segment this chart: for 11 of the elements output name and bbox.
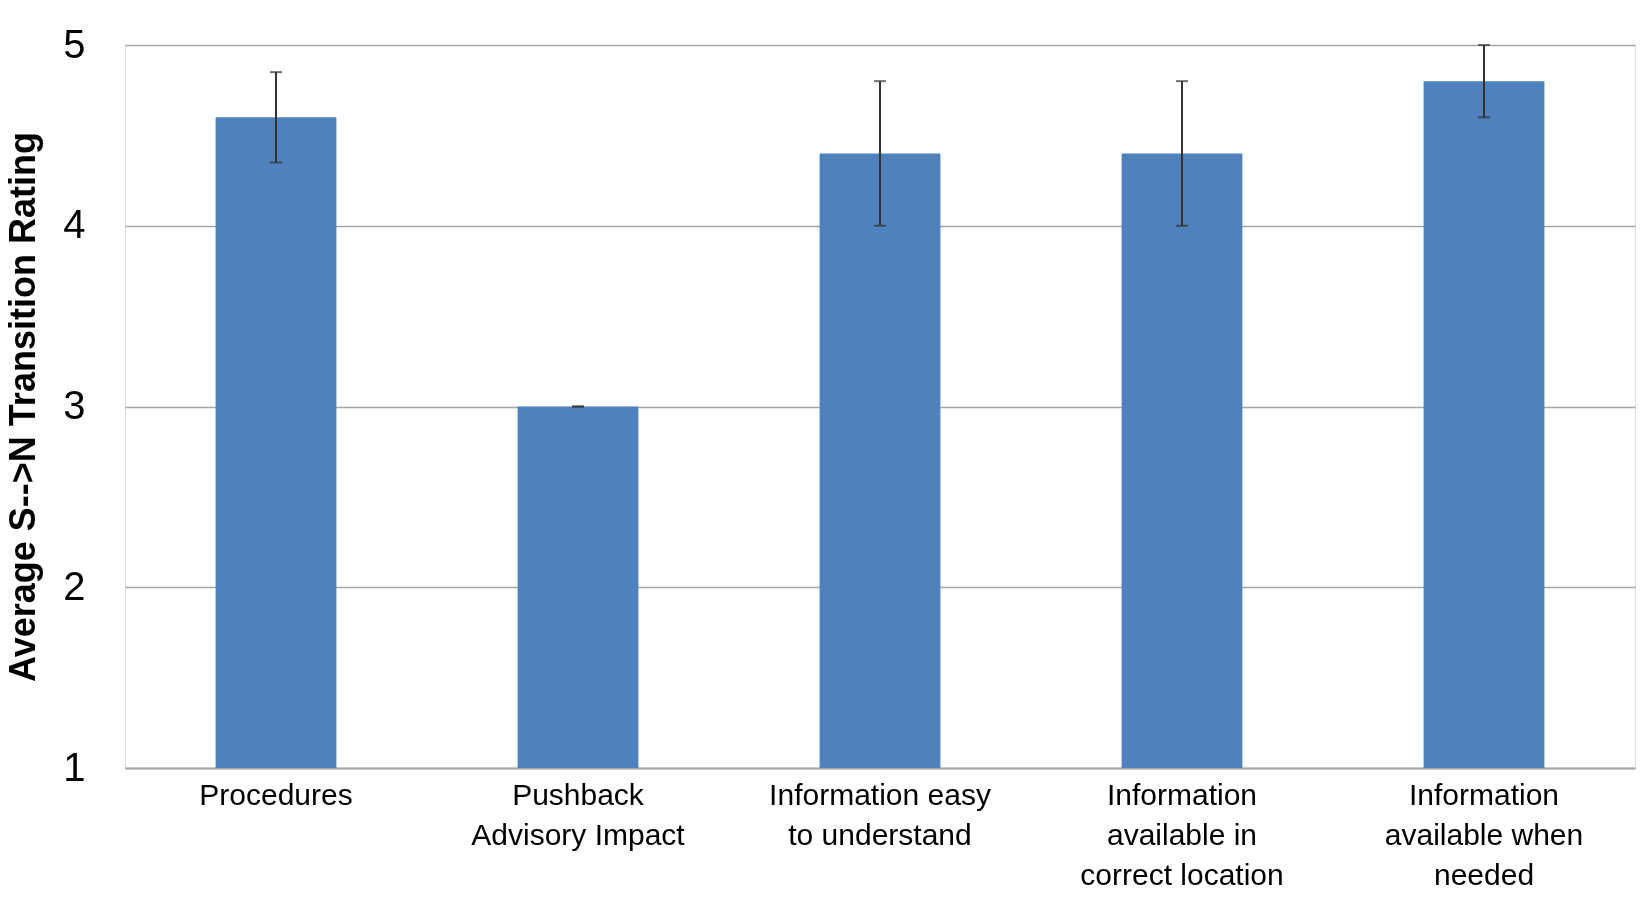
y-tick-label: 4 xyxy=(63,202,86,247)
y-axis-title: Average S-->N Transition Rating xyxy=(2,132,44,682)
x-tick-label: Procedures xyxy=(199,777,353,811)
y-tick-label: 2 xyxy=(63,563,86,608)
x-tick-label: Pushback Advisory Impact xyxy=(471,777,686,851)
y-tick-label: 3 xyxy=(63,383,86,427)
y-tick-label: 5 xyxy=(63,21,86,66)
x-tick-label: Information available when needed xyxy=(1384,777,1584,891)
x-tick-label: Information available in correct location xyxy=(1080,777,1284,891)
x-tick-label: Information easy to understand xyxy=(769,777,991,851)
y-tick-label: 1 xyxy=(63,744,86,789)
